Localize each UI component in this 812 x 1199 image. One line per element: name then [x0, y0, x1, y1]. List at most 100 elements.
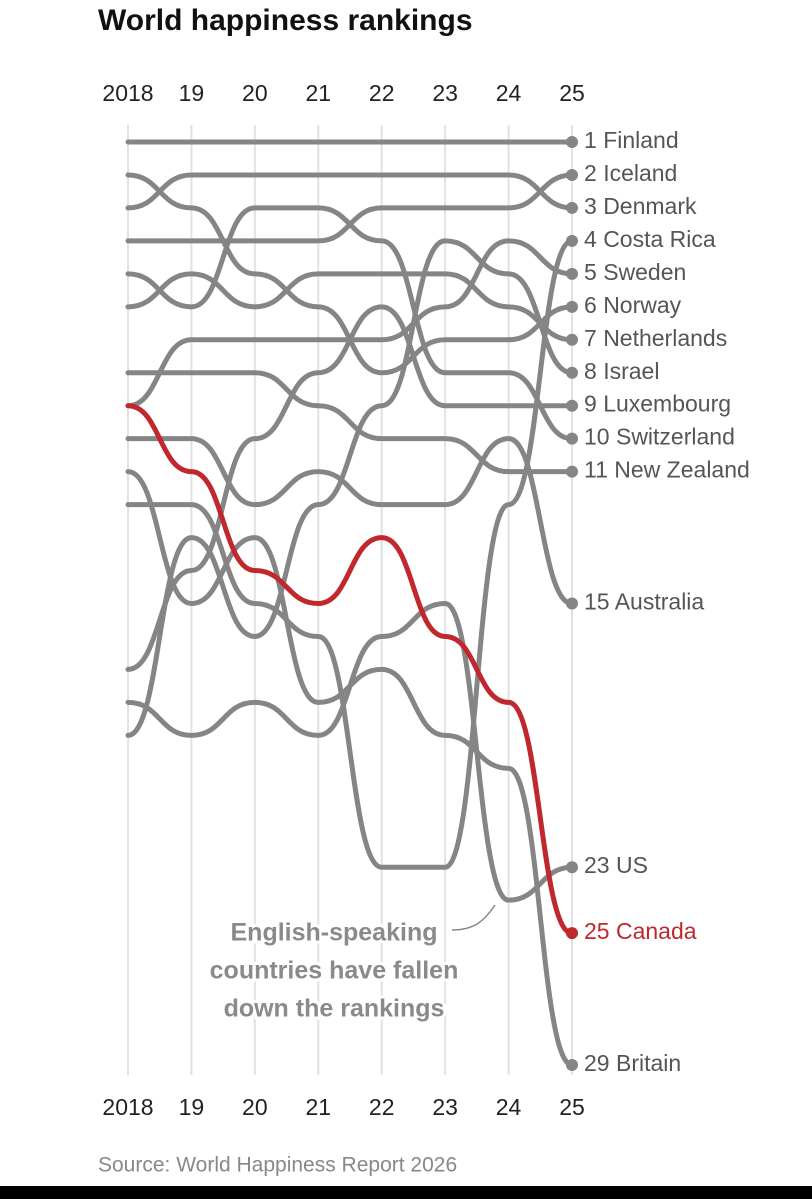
lines: [125, 136, 578, 1071]
series-line: [125, 370, 575, 475]
legend-entry: Sweden: [603, 259, 686, 285]
end-rank: 11: [584, 457, 608, 483]
end-dot: [566, 399, 578, 412]
series-line: [125, 172, 575, 376]
end-label: 5 Sweden: [584, 259, 686, 285]
legend-entry: Netherlands: [603, 325, 727, 351]
legend-entry: Britain: [616, 1050, 681, 1076]
series-line: [125, 304, 575, 672]
end-label: 10 Switzerland: [584, 424, 735, 450]
x-tick-label: 24: [496, 1094, 522, 1120]
x-tick-label: 21: [305, 1094, 331, 1120]
series-line: [125, 469, 575, 1068]
end-label: 2 Iceland: [584, 160, 677, 186]
legend-entry: Australia: [615, 589, 705, 615]
x-tick-label: 25: [559, 80, 585, 106]
x-tick-label: 22: [369, 80, 395, 106]
series-line: [125, 172, 575, 244]
source: Source: World Happiness Report 2026: [98, 1154, 457, 1177]
series-line: [125, 403, 575, 936]
end-label: 1 Finland: [584, 127, 679, 153]
legend-entry: Switzerland: [616, 424, 735, 450]
end-label: 25 Canada: [584, 918, 697, 944]
end-dot: [566, 168, 578, 181]
x-tick-label: 22: [369, 1094, 395, 1120]
series-line: [125, 172, 575, 211]
x-tick-label: 20: [242, 80, 268, 106]
end-rank: 5: [584, 259, 597, 285]
end-dot: [566, 234, 578, 247]
end-rank: 1: [584, 127, 597, 153]
end-rank: 2: [584, 160, 597, 186]
end-rank: 7: [584, 325, 597, 351]
end-label: 11 New Zealand: [584, 457, 750, 483]
end-label: 15 Australia: [584, 589, 704, 615]
end-label: 8 Israel: [584, 358, 659, 384]
end-label: 4 Costa Rica: [584, 226, 716, 252]
legend-entry: Luxembourg: [603, 391, 731, 417]
legend-entry: Norway: [603, 292, 681, 318]
annotation: countries have fallen: [210, 957, 459, 985]
legend-entry: Israel: [603, 358, 659, 384]
end-dot: [566, 300, 578, 313]
end-rank: 8: [584, 358, 597, 384]
end-dot: [566, 366, 578, 379]
end-dot: [566, 927, 578, 940]
end-rank: 23: [584, 852, 610, 878]
annotation: English-speaking: [231, 919, 438, 947]
legend-entry: Iceland: [603, 160, 677, 186]
chart-title: World happiness rankings: [98, 4, 473, 37]
end-dot: [566, 136, 578, 148]
end-label: 29 Britain: [584, 1050, 681, 1076]
end-label: 9 Luxembourg: [584, 391, 731, 417]
x-tick-label: 20: [242, 1094, 268, 1120]
legend-entry: US: [616, 852, 648, 878]
legend-entry: Finland: [603, 127, 678, 153]
end-rank: 4: [584, 226, 597, 252]
series-line: [125, 238, 575, 409]
x-tick-label: 21: [305, 80, 331, 106]
end-dot: [566, 465, 578, 478]
x-tick-label: 19: [179, 80, 205, 106]
end-dot: [566, 267, 578, 280]
end-rank: 29: [584, 1050, 610, 1076]
legend-entry: Costa Rica: [603, 226, 716, 252]
x-tick-label: 24: [496, 80, 522, 106]
x-tick-label: 19: [179, 1094, 205, 1120]
series-line: [125, 205, 575, 442]
end-label: 6 Norway: [584, 292, 682, 318]
x-tick-label: 25: [559, 1094, 585, 1120]
legend-entry: New Zealand: [614, 457, 750, 483]
legend-entry: Denmark: [603, 193, 697, 219]
end-rank: 3: [584, 193, 597, 219]
end-rank: 9: [584, 391, 597, 417]
x-tick-label: 23: [432, 1094, 458, 1120]
end-rank: 10: [584, 424, 610, 450]
end-dot: [566, 201, 578, 214]
end-dot: [566, 597, 578, 610]
series-line: [125, 436, 575, 606]
end-dot: [566, 1059, 578, 1071]
x-tick-label: 23: [432, 80, 458, 106]
annotation: down the rankings: [224, 995, 445, 1023]
end-dot: [566, 861, 578, 874]
bottom-bar: [0, 1186, 812, 1199]
series-line: [125, 271, 575, 343]
end-dot: [566, 432, 578, 445]
annotation-leader: [451, 904, 496, 931]
grid: [127, 125, 573, 1075]
end-rank: 6: [584, 292, 597, 318]
legend-entry: Canada: [616, 918, 697, 944]
end-dot: [566, 333, 578, 346]
series-line: [125, 600, 575, 903]
x-tick-label: 2018: [102, 80, 153, 106]
end-label: 7 Netherlands: [584, 325, 727, 351]
x-tick-label: 2018: [102, 1094, 153, 1120]
end-rank: 25: [584, 918, 610, 944]
end-label: 3 Denmark: [584, 193, 697, 219]
end-label: 23 US: [584, 852, 648, 878]
end-rank: 15: [584, 589, 610, 615]
